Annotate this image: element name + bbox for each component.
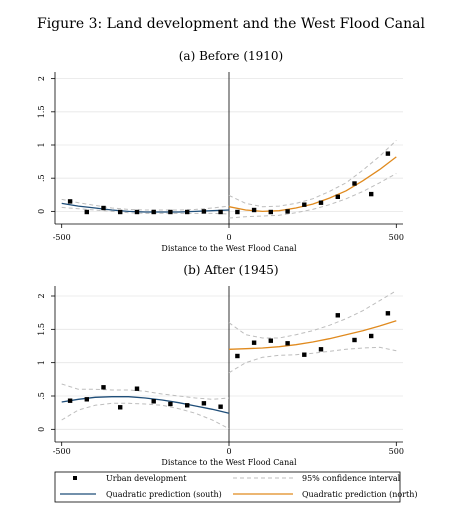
data-point — [101, 205, 106, 211]
data-point — [134, 209, 140, 215]
panel-title-after: (b) After (1945) — [183, 263, 278, 277]
data-point — [318, 200, 324, 205]
data-point — [218, 404, 223, 409]
legend-label-urban: Urban development — [106, 474, 187, 483]
y-tick-label: 2 — [37, 76, 46, 81]
legend-marker-icon — [73, 476, 77, 480]
data-point — [118, 209, 123, 215]
data-point — [352, 181, 357, 186]
data-point — [369, 191, 374, 197]
data-point — [318, 347, 324, 352]
legend-label-south: Quadratic prediction (south) — [106, 490, 222, 499]
x-axis-label: Distance to the West Flood Canal — [161, 458, 297, 467]
data-point — [335, 313, 340, 318]
data-point — [67, 199, 73, 204]
data-point — [67, 398, 73, 403]
data-point — [201, 209, 207, 214]
y-tick-label: 2 — [37, 293, 46, 298]
data-point — [251, 207, 257, 213]
panel-before: (a) Before (1910) 0 .5 1 1.5 2 -500 0 500 Distanc… — [37, 49, 404, 253]
data-point — [218, 209, 223, 215]
data-point — [185, 209, 190, 215]
data-point — [385, 151, 391, 156]
data-point — [385, 311, 391, 316]
y-tick-label: 1.5 — [37, 105, 46, 118]
x-axis-label: Distance to the West Flood Canal — [161, 244, 297, 253]
data-point — [118, 405, 123, 410]
x-tick-label: -500 — [53, 447, 71, 456]
fit-line-north — [228, 320, 397, 350]
data-point — [151, 399, 156, 404]
ci-lower-south — [61, 402, 230, 430]
x-tick-label: -500 — [53, 233, 71, 242]
ci-upper-north — [228, 140, 397, 208]
y-tick-label: 1.5 — [37, 323, 46, 336]
fit-line-south — [61, 202, 230, 213]
data-point — [185, 403, 190, 408]
data-point — [151, 209, 156, 215]
ci-upper-south — [61, 383, 230, 400]
data-point — [134, 386, 140, 391]
data-point — [201, 401, 207, 406]
y-tick-label: 1 — [37, 142, 46, 147]
y-tick-label: .5 — [37, 174, 46, 182]
data-point — [302, 202, 307, 207]
y-tick-label: .5 — [37, 392, 46, 400]
data-point — [302, 352, 307, 357]
x-tick-label: 500 — [389, 447, 404, 456]
x-tick-label: 0 — [226, 447, 231, 456]
y-tick-label: 0 — [37, 209, 46, 214]
legend: Urban development 95% confidence interva… — [54, 471, 418, 503]
y-tick-label: 1 — [37, 360, 46, 365]
data-point — [251, 340, 257, 345]
data-point — [352, 337, 357, 343]
data-point — [168, 401, 173, 407]
data-point — [285, 209, 290, 214]
data-point — [84, 397, 89, 402]
data-point — [335, 194, 340, 199]
ci-upper-north — [228, 290, 397, 339]
data-point — [235, 209, 240, 215]
data-point — [285, 341, 290, 346]
ci-lower-north — [228, 346, 397, 374]
ci-lower-north — [228, 173, 397, 219]
panel-after: (b) After (1945) 0 .5 1 1.5 2 -500 0 500 Distance… — [37, 263, 404, 467]
panel-title-before: (a) Before (1910) — [179, 49, 283, 63]
data-point — [84, 209, 89, 215]
legend-label-ci: 95% confidence interval — [302, 474, 401, 483]
data-point — [268, 209, 273, 215]
y-tick-label: 0 — [37, 427, 46, 432]
fit-line-south — [61, 396, 230, 414]
data-point — [268, 338, 273, 343]
legend-box — [54, 471, 401, 503]
data-point — [369, 333, 374, 339]
legend-label-north: Quadratic prediction (north) — [302, 490, 418, 499]
fit-line-north — [228, 156, 397, 213]
x-tick-label: 500 — [389, 233, 404, 242]
data-point — [101, 385, 106, 390]
figure-title: Figure 3: Land development and the West … — [37, 16, 426, 32]
data-point — [235, 353, 240, 359]
data-point — [168, 209, 173, 215]
ci-upper-south — [61, 198, 230, 211]
x-tick-label: 0 — [226, 233, 231, 242]
